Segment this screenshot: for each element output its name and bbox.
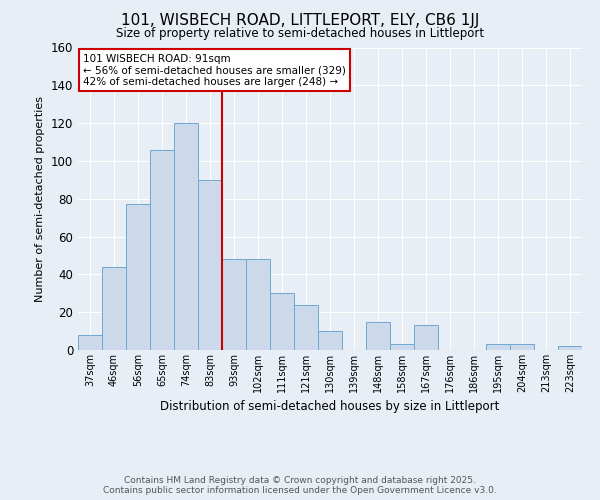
Y-axis label: Number of semi-detached properties: Number of semi-detached properties (35, 96, 45, 302)
Text: 101 WISBECH ROAD: 91sqm
← 56% of semi-detached houses are smaller (329)
42% of s: 101 WISBECH ROAD: 91sqm ← 56% of semi-de… (83, 54, 346, 86)
Bar (414, 326, 438, 350)
Text: Size of property relative to semi-detached houses in Littleport: Size of property relative to semi-detach… (116, 28, 484, 40)
Bar (486, 344, 510, 350)
Bar (222, 259, 246, 350)
Bar (318, 331, 342, 350)
Bar (198, 180, 222, 350)
X-axis label: Distribution of semi-detached houses by size in Littleport: Distribution of semi-detached houses by … (160, 400, 500, 413)
Bar (78, 335, 102, 350)
Bar (558, 346, 582, 350)
Bar (126, 204, 150, 350)
Text: 101, WISBECH ROAD, LITTLEPORT, ELY, CB6 1JJ: 101, WISBECH ROAD, LITTLEPORT, ELY, CB6 … (121, 12, 479, 28)
Bar (294, 304, 318, 350)
Bar (150, 150, 174, 350)
Bar (510, 344, 534, 350)
Bar (174, 123, 198, 350)
Bar (366, 322, 390, 350)
Bar (270, 294, 294, 350)
Bar (390, 344, 414, 350)
Text: Contains HM Land Registry data © Crown copyright and database right 2025.
Contai: Contains HM Land Registry data © Crown c… (103, 476, 497, 495)
Bar (102, 267, 126, 350)
Bar (246, 259, 270, 350)
